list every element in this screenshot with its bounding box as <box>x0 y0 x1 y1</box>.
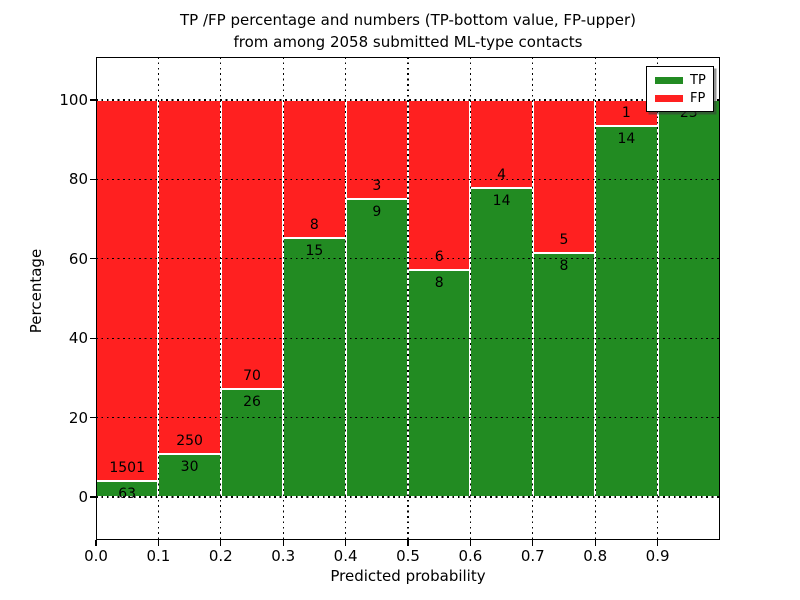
tp-count-label: 14 <box>492 193 511 210</box>
x-tick-mark <box>594 540 596 546</box>
y-tick-label: 80 <box>68 170 88 189</box>
x-tick-mark <box>282 540 284 546</box>
vertical-gridline <box>657 57 659 540</box>
y-tick-mark <box>90 178 96 181</box>
legend-row-fp: FP <box>647 92 713 105</box>
horizontal-gridline <box>96 178 720 180</box>
x-tick-label: 0.9 <box>645 547 670 565</box>
tp-bar-segment <box>470 188 533 497</box>
vertical-gridline <box>532 57 534 540</box>
x-tick-mark <box>469 540 472 546</box>
fp-count-label: 3 <box>372 178 382 195</box>
x-tick-label: 0.3 <box>271 547 296 565</box>
fp-bar-segment <box>408 99 471 271</box>
x-tick-mark <box>95 540 97 546</box>
vertical-gridline <box>220 57 222 540</box>
vertical-gridline <box>407 57 409 540</box>
tp-count-label: 9 <box>372 204 382 221</box>
fp-count-label: 4 <box>497 167 507 184</box>
tp-count-label: 26 <box>243 394 261 411</box>
horizontal-gridline <box>96 337 720 339</box>
chart-title: TP /FP percentage and numbers (TP-bottom… <box>96 9 720 53</box>
tp-bar-segment <box>408 270 471 497</box>
horizontal-gridline <box>96 496 720 498</box>
fp-count-label: 8 <box>309 217 319 234</box>
tp-legend-swatch <box>655 76 683 84</box>
y-tick-label: 0 <box>78 488 88 506</box>
fp-count-label: 1501 <box>109 460 146 476</box>
fp-legend-swatch <box>655 94 683 102</box>
x-tick-label: 0.8 <box>583 547 608 565</box>
x-tick-label: 0.7 <box>520 547 545 565</box>
fp-count-label: 5 <box>559 231 569 248</box>
tp-count-label: 8 <box>559 257 569 274</box>
plot-area: 1501 63 250 30 70 26 8 15 3 9 6 8 4 14 5 8 1 14 23 TP FP <box>96 57 720 540</box>
vertical-gridline <box>594 57 596 540</box>
tp-bar-segment <box>345 199 408 497</box>
y-tick-mark <box>90 416 96 419</box>
x-axis-label: Predicted probability <box>330 567 486 585</box>
chart-title-line2: from among 2058 submitted ML-type contac… <box>233 33 583 51</box>
x-tick-mark <box>532 540 534 546</box>
y-tick-mark <box>90 496 96 498</box>
y-tick-label: 20 <box>68 408 88 427</box>
vertical-gridline <box>469 57 471 540</box>
tp-count-label: 15 <box>305 243 324 260</box>
y-tick-mark <box>90 258 96 260</box>
horizontal-gridline <box>96 417 720 419</box>
tp-count-label: 8 <box>434 275 444 292</box>
fp-bar-segment <box>158 99 221 455</box>
fp-legend-label: FP <box>690 90 706 106</box>
chart-title-line1: TP /FP percentage and numbers (TP-bottom… <box>180 11 636 29</box>
x-tick-label: 0.2 <box>208 547 233 565</box>
fp-count-label: 6 <box>434 249 444 266</box>
tp-count-label: 14 <box>617 131 636 148</box>
x-tick-mark <box>157 540 160 546</box>
vertical-gridline <box>345 57 347 540</box>
x-tick-label: 0.1 <box>146 547 171 565</box>
vertical-gridline <box>157 57 159 540</box>
tp-bar-segment <box>283 238 346 497</box>
fp-count-label: 70 <box>243 368 261 385</box>
y-tick-label: 60 <box>68 249 88 268</box>
legend: TP FP <box>646 66 714 112</box>
tp-bar-segment <box>657 99 720 497</box>
legend-row-tp: TP <box>647 74 713 87</box>
fp-bar-segment <box>96 99 159 481</box>
x-tick-mark <box>344 540 347 546</box>
tp-bar-segment <box>532 252 596 497</box>
x-tick-label: 0.6 <box>458 547 483 565</box>
horizontal-gridline <box>96 258 720 260</box>
y-tick-label: 100 <box>59 90 88 109</box>
vertical-gridline <box>282 57 284 540</box>
fp-bar-segment <box>220 99 284 390</box>
tp-legend-label: TP <box>690 72 706 88</box>
fp-count-label: 1 <box>621 105 631 122</box>
x-tick-mark <box>656 540 659 546</box>
horizontal-gridline <box>96 99 720 101</box>
x-tick-mark <box>407 540 409 546</box>
y-tick-label: 40 <box>68 329 88 348</box>
x-tick-mark <box>220 540 222 546</box>
x-tick-label: 0.5 <box>396 547 420 565</box>
x-tick-label: 0.4 <box>333 547 358 565</box>
tp-bar-segment <box>595 126 658 497</box>
fp-count-label: 250 <box>176 433 203 450</box>
y-tick-mark <box>90 337 96 339</box>
y-tick-mark <box>90 99 96 101</box>
tp-count-label: 30 <box>180 459 199 476</box>
fp-bar-segment <box>532 99 596 253</box>
x-tick-label: 0.0 <box>84 547 108 565</box>
tp-count-label: 63 <box>118 486 137 502</box>
